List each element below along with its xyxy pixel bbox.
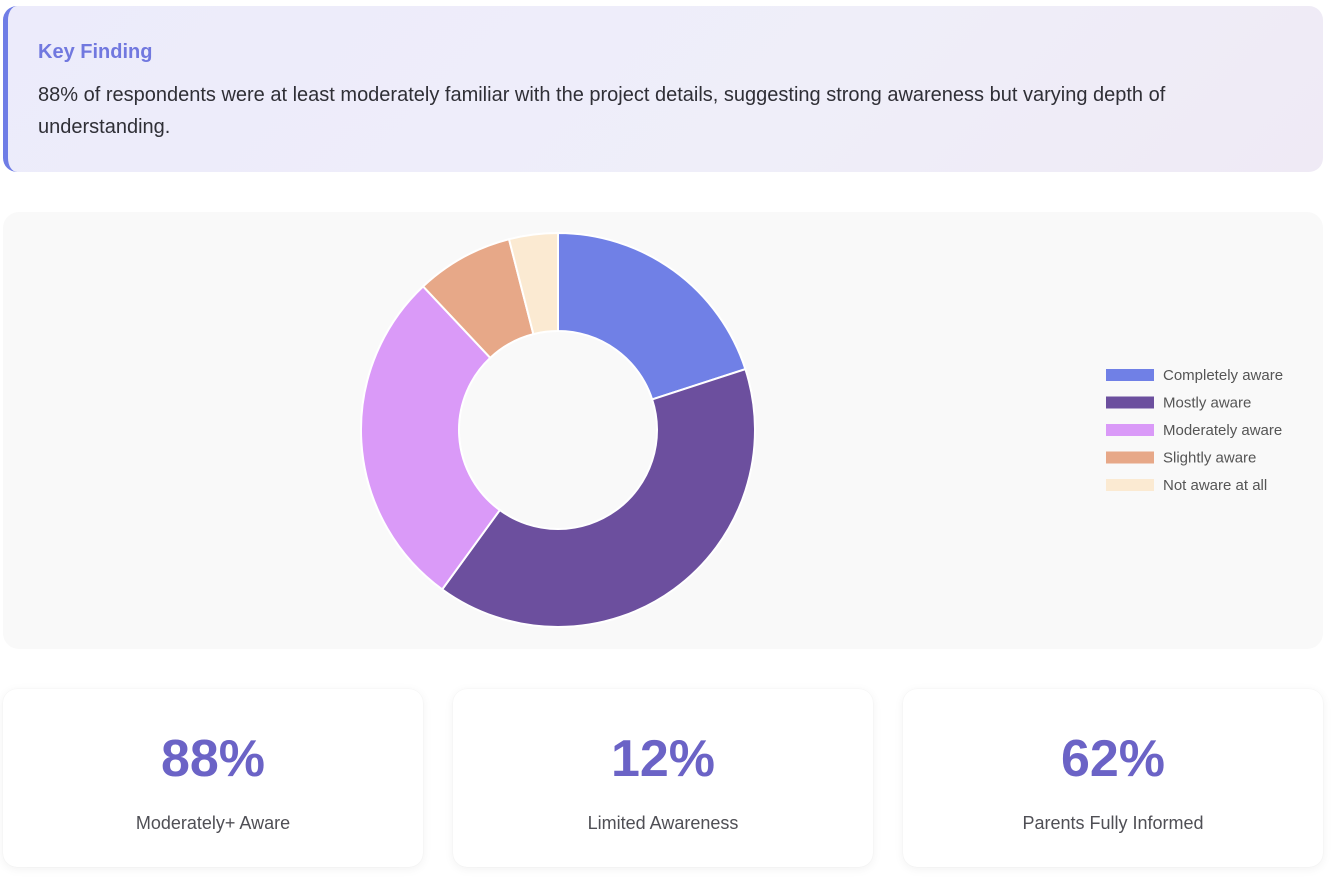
key-finding-title: Key Finding xyxy=(38,41,153,63)
legend-swatch xyxy=(1106,424,1154,436)
legend-item-slightly-aware[interactable]: Slightly aware xyxy=(1106,450,1256,467)
legend-swatch xyxy=(1106,479,1154,491)
stat-card-limited-awareness: 12% Limited Awareness xyxy=(453,689,873,867)
legend-label: Slightly aware xyxy=(1163,450,1256,467)
awareness-donut-chart: Completely aware Mostly aware Moderately a… xyxy=(360,231,1283,628)
legend-label: Completely aware xyxy=(1163,367,1283,384)
legend-swatch xyxy=(1106,369,1154,381)
legend-label: Moderately aware xyxy=(1163,422,1282,439)
legend-label: Mostly aware xyxy=(1163,395,1251,412)
donut-slice-completely-aware[interactable] xyxy=(557,231,747,401)
stat-value: 12% xyxy=(610,730,716,788)
legend-item-mostly-aware[interactable]: Mostly aware xyxy=(1106,395,1251,412)
stat-label: Moderately+ Aware xyxy=(135,813,291,833)
stat-value: 88% xyxy=(160,730,266,788)
legend-item-completely-aware[interactable]: Completely aware xyxy=(1106,367,1283,384)
donut-slice-mostly-aware[interactable] xyxy=(440,367,756,628)
donut-slice-moderately-aware[interactable] xyxy=(360,284,502,591)
legend-item-not-aware-at-all[interactable]: Not aware at all xyxy=(1106,477,1267,494)
legend-item-moderately-aware[interactable]: Moderately aware xyxy=(1106,422,1282,439)
donut-slices xyxy=(360,231,756,628)
stat-label: Limited Awareness xyxy=(587,813,739,833)
chart-legend: Completely aware Mostly aware Moderately a… xyxy=(1106,367,1283,494)
key-finding-text: 88% of respondents were at least moderat… xyxy=(38,84,1166,138)
legend-swatch xyxy=(1106,396,1154,409)
stat-label: Parents Fully Informed xyxy=(1022,813,1204,833)
stat-card-moderately-aware: 88% Moderately+ Aware xyxy=(3,689,423,867)
key-finding-callout: Key Finding 88% of respondents were at l… xyxy=(3,6,1323,172)
donut-slice-not-aware-at-all[interactable] xyxy=(507,231,559,336)
legend-label: Not aware at all xyxy=(1163,477,1267,494)
chart-panel: Completely aware Mostly aware Moderately a… xyxy=(3,212,1323,649)
stat-value: 62% xyxy=(1060,730,1166,788)
stat-card-parents-fully-informed: 62% Parents Fully Informed xyxy=(903,689,1323,867)
legend-swatch xyxy=(1106,451,1154,464)
